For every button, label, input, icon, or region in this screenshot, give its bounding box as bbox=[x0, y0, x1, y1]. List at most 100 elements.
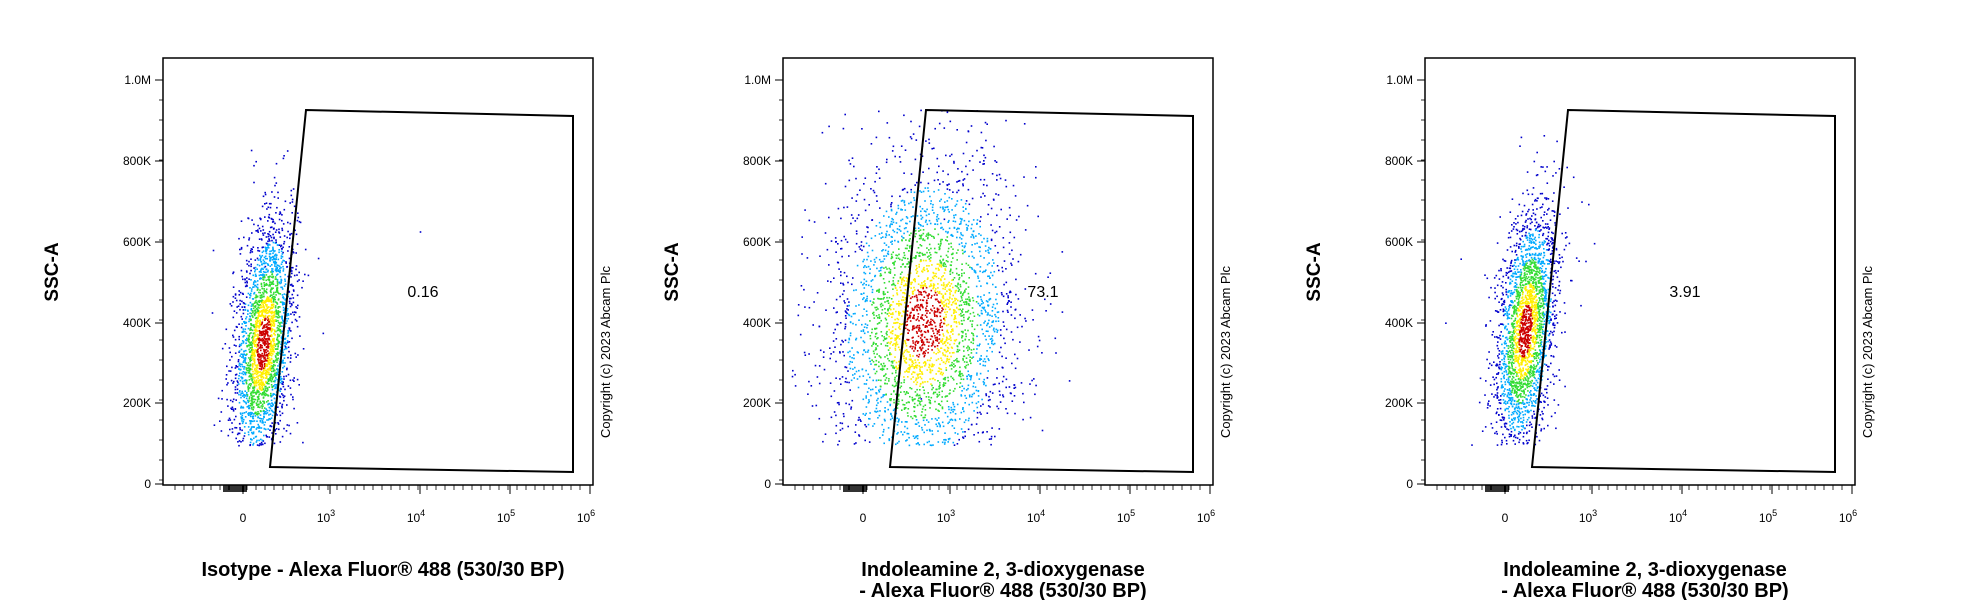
event-dot bbox=[900, 431, 902, 433]
event-dot bbox=[270, 298, 273, 300]
event-dot bbox=[860, 293, 863, 295]
y-tick-label: 400K bbox=[123, 316, 151, 330]
event-dot bbox=[931, 342, 934, 345]
event-dot bbox=[262, 302, 264, 304]
event-dot bbox=[255, 326, 258, 328]
event-dot bbox=[275, 242, 277, 244]
event-dot bbox=[284, 280, 286, 282]
event-dot bbox=[275, 356, 277, 359]
event-dot bbox=[256, 333, 259, 336]
event-dot bbox=[830, 395, 833, 398]
event-dot bbox=[839, 429, 842, 431]
event-dot bbox=[287, 346, 290, 349]
event-dot bbox=[273, 337, 275, 340]
event-dot bbox=[249, 312, 251, 314]
event-dot bbox=[252, 303, 255, 305]
event-dot bbox=[889, 403, 892, 406]
event-dot bbox=[249, 367, 252, 370]
event-dot bbox=[277, 329, 279, 331]
event-dot bbox=[293, 407, 295, 410]
event-dot bbox=[830, 240, 833, 242]
event-dot bbox=[934, 291, 937, 294]
event-dot bbox=[262, 391, 264, 394]
event-dot bbox=[890, 241, 892, 243]
event-dot bbox=[275, 270, 278, 273]
event-dot bbox=[998, 173, 1001, 176]
event-dot bbox=[941, 296, 944, 298]
event-dot bbox=[239, 363, 242, 366]
event-dot bbox=[231, 400, 234, 403]
event-dot bbox=[861, 249, 863, 252]
event-dot bbox=[998, 269, 1000, 272]
event-dot bbox=[270, 202, 272, 205]
event-dot bbox=[261, 403, 264, 406]
event-dot bbox=[958, 360, 960, 363]
event-dot bbox=[910, 378, 912, 380]
event-dot bbox=[868, 417, 870, 420]
event-dot bbox=[1005, 378, 1008, 381]
event-dot bbox=[920, 329, 923, 332]
event-dot bbox=[278, 334, 281, 336]
event-dot bbox=[923, 281, 925, 283]
event-dot bbox=[930, 320, 932, 323]
event-dot bbox=[274, 383, 276, 386]
event-dot bbox=[247, 217, 249, 219]
event-dot bbox=[855, 242, 858, 245]
event-dot bbox=[946, 395, 949, 397]
event-dot bbox=[959, 292, 962, 295]
event-dot bbox=[930, 285, 933, 287]
event-dot bbox=[914, 341, 917, 343]
event-dot bbox=[943, 439, 945, 441]
event-dot bbox=[267, 379, 270, 382]
event-dot bbox=[279, 402, 281, 404]
event-dot bbox=[971, 244, 973, 246]
event-dot bbox=[239, 299, 241, 302]
event-dot bbox=[907, 432, 910, 435]
event-dot bbox=[887, 250, 890, 253]
event-dot bbox=[818, 365, 821, 367]
event-dot bbox=[255, 334, 257, 336]
event-dot bbox=[242, 278, 244, 281]
event-dot bbox=[965, 242, 967, 245]
event-dot bbox=[901, 399, 904, 402]
event-dot bbox=[281, 248, 283, 250]
event-dot bbox=[837, 207, 840, 210]
event-dot bbox=[236, 392, 239, 394]
event-dot bbox=[968, 304, 971, 307]
event-dot bbox=[890, 223, 892, 225]
event-dot bbox=[829, 357, 831, 360]
event-dot bbox=[921, 411, 923, 413]
event-dot bbox=[272, 246, 274, 249]
event-dot bbox=[226, 398, 228, 401]
event-dot bbox=[267, 270, 269, 273]
event-dot bbox=[253, 343, 255, 345]
event-dot bbox=[863, 341, 866, 344]
event-dot bbox=[978, 378, 981, 380]
event-dot bbox=[304, 248, 307, 251]
event-dot bbox=[980, 309, 983, 312]
event-dot bbox=[280, 245, 282, 248]
event-dot bbox=[261, 321, 264, 323]
gate[interactable] bbox=[268, 108, 574, 474]
event-dot bbox=[963, 319, 965, 322]
event-dot bbox=[257, 306, 259, 309]
event-dot bbox=[272, 353, 274, 355]
event-dot bbox=[886, 158, 888, 161]
event-dot bbox=[266, 390, 268, 392]
event-dot bbox=[254, 305, 257, 307]
event-dot bbox=[249, 420, 251, 422]
event-dot bbox=[933, 294, 936, 296]
event-dot bbox=[990, 337, 993, 340]
event-dot bbox=[254, 280, 256, 282]
event-dot bbox=[922, 362, 925, 364]
event-dot bbox=[892, 294, 895, 297]
event-dot bbox=[939, 387, 941, 389]
event-dot bbox=[268, 338, 270, 341]
event-dot bbox=[270, 341, 272, 343]
event-dot bbox=[912, 327, 914, 330]
event-dot bbox=[284, 354, 286, 356]
event-dot bbox=[914, 359, 916, 361]
event-dot bbox=[248, 379, 251, 381]
event-dot bbox=[1041, 429, 1044, 432]
event-dot bbox=[258, 371, 260, 374]
